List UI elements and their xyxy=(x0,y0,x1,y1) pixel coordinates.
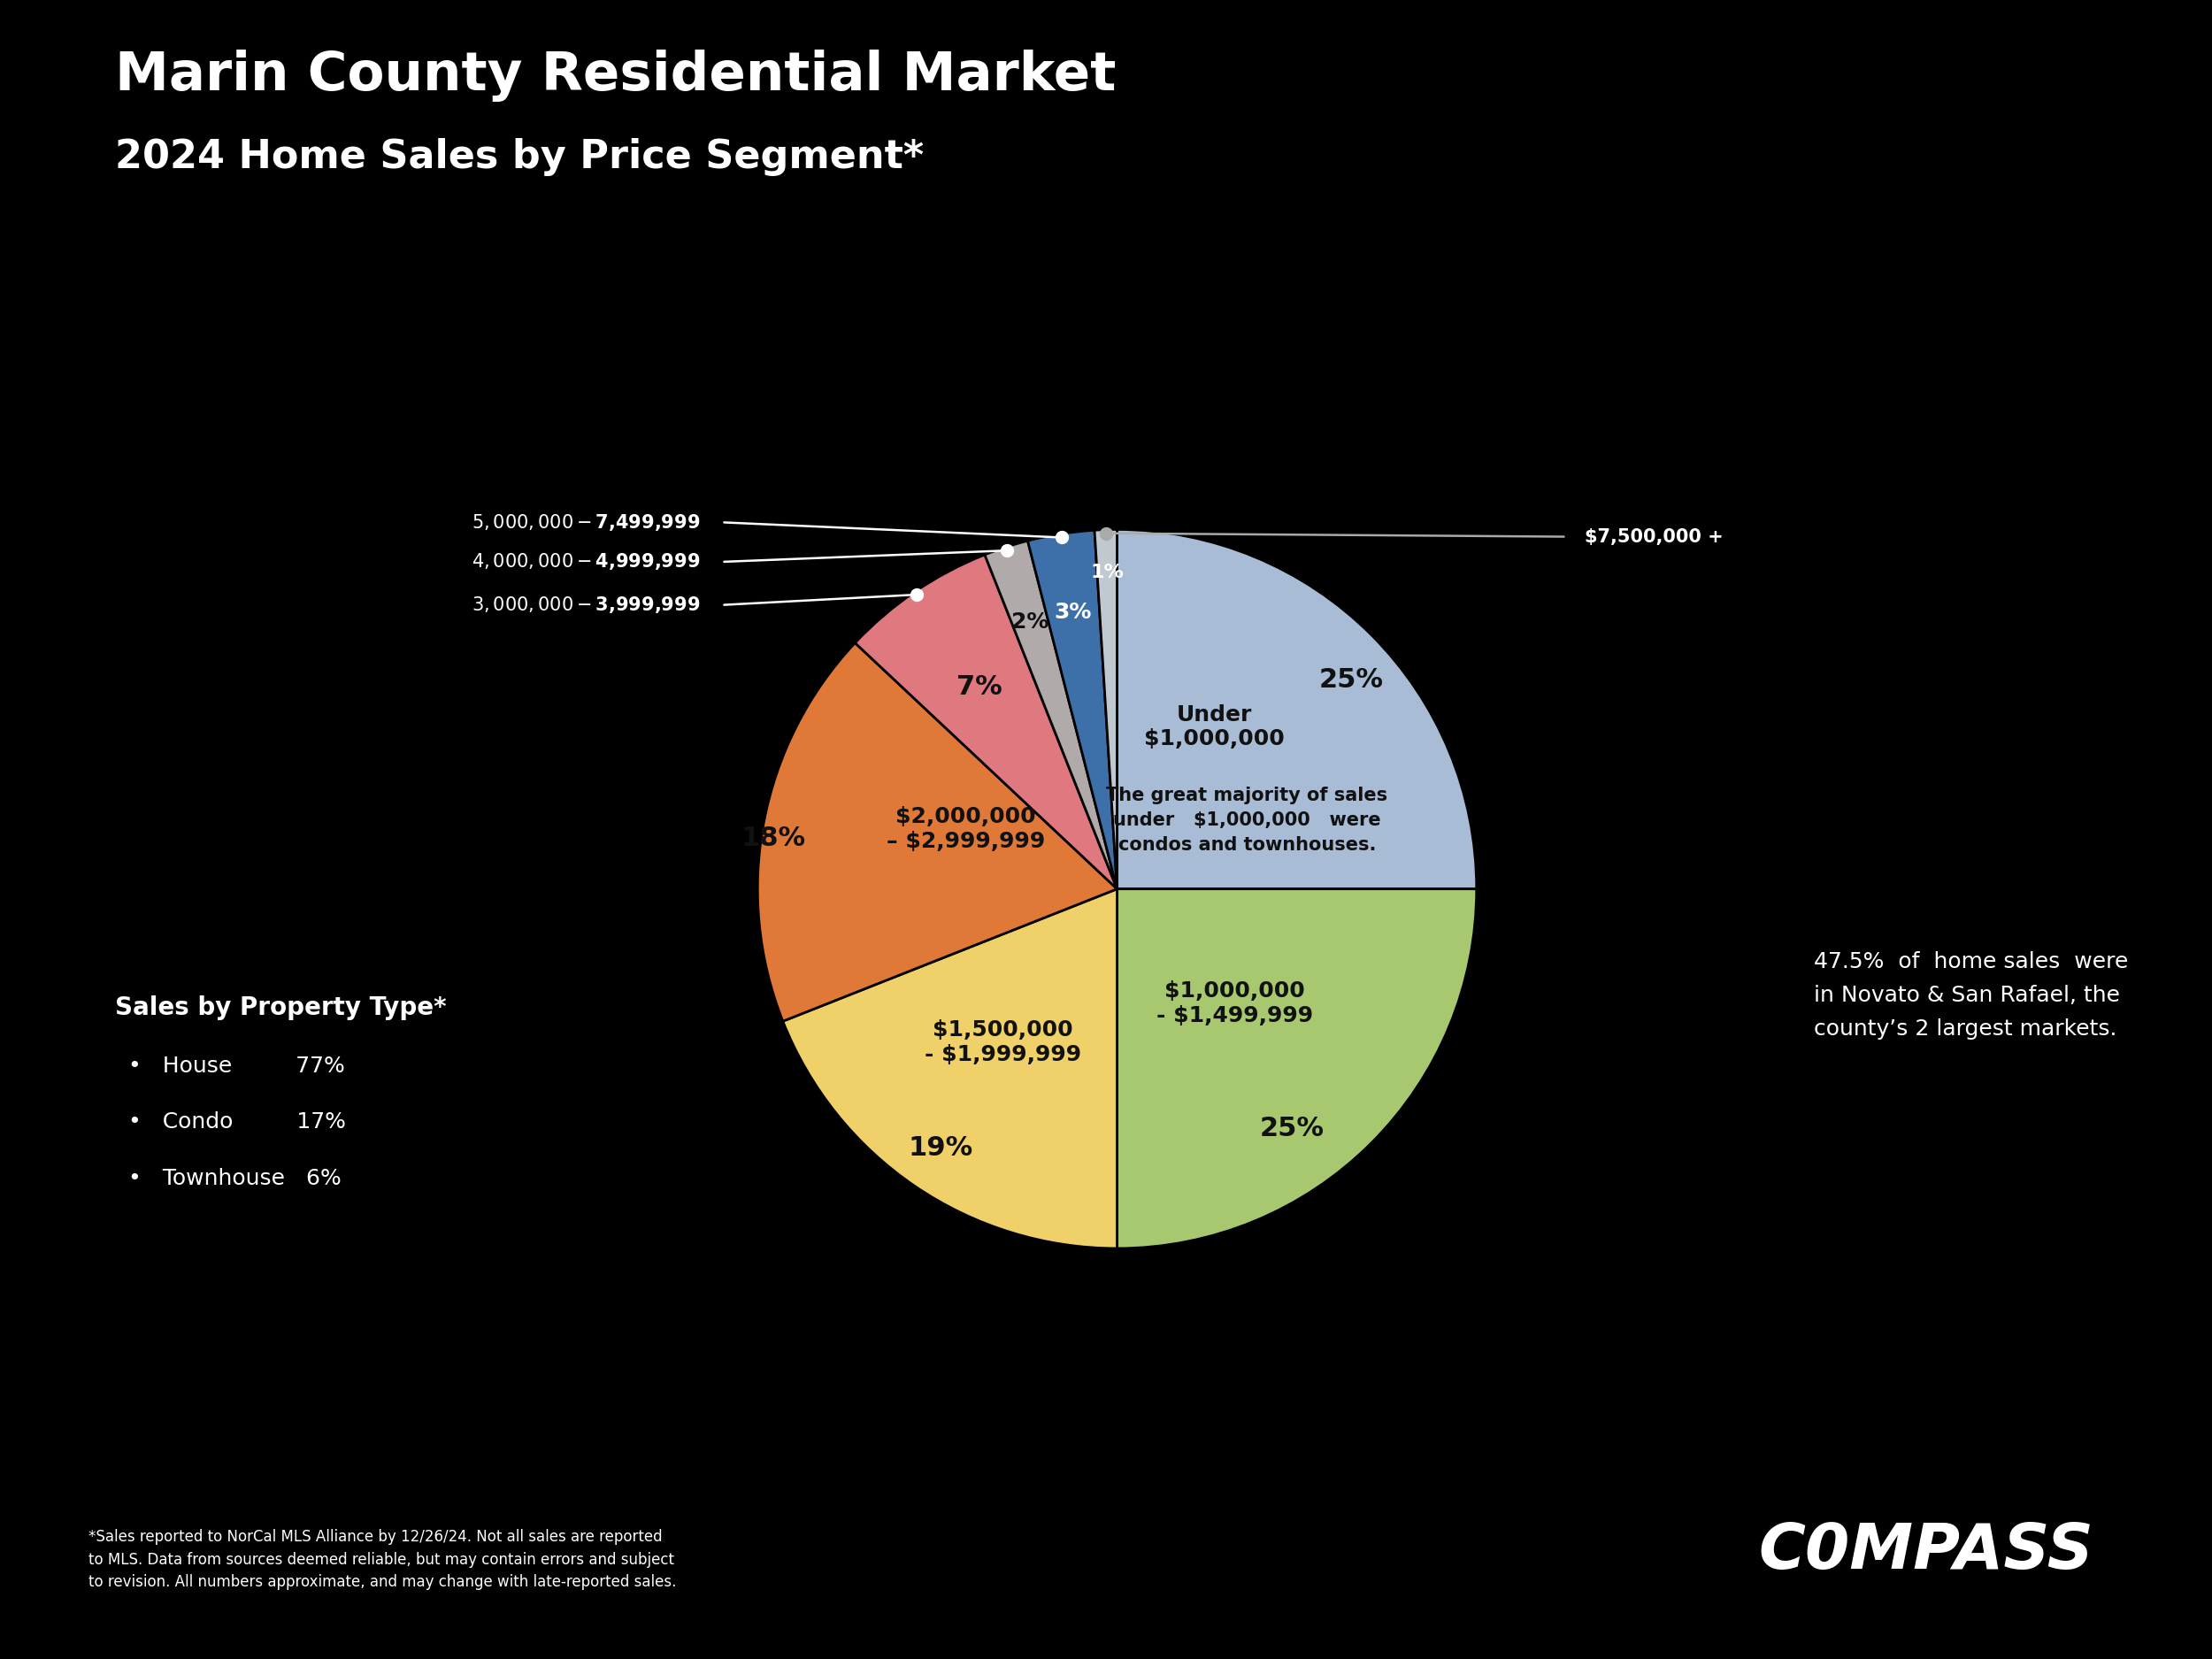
Wedge shape xyxy=(856,554,1117,889)
Text: 7%: 7% xyxy=(958,674,1002,700)
Text: The great majority of sales
under   $1,000,000   were
condos and townhouses.: The great majority of sales under $1,000… xyxy=(1106,786,1387,854)
Text: •   House         77%: • House 77% xyxy=(128,1055,345,1077)
Text: *Sales reported to NorCal MLS Alliance by 12/26/24. Not all sales are reported
t: *Sales reported to NorCal MLS Alliance b… xyxy=(88,1528,677,1591)
Text: $1,500,000
- $1,999,999: $1,500,000 - $1,999,999 xyxy=(925,1019,1082,1065)
Text: 2024 Home Sales by Price Segment*: 2024 Home Sales by Price Segment* xyxy=(115,138,925,176)
Text: 47.5%  of  home sales  were
in Novato & San Rafael, the
county’s 2 largest marke: 47.5% of home sales were in Novato & San… xyxy=(1814,951,2128,1040)
Wedge shape xyxy=(984,541,1117,889)
Wedge shape xyxy=(1029,531,1117,889)
Text: Marin County Residential Market: Marin County Residential Market xyxy=(115,50,1117,101)
Text: Sales by Property Type*: Sales by Property Type* xyxy=(115,995,447,1020)
Text: 19%: 19% xyxy=(909,1135,973,1161)
Text: •   Condo         17%: • Condo 17% xyxy=(128,1112,345,1133)
Wedge shape xyxy=(759,644,1117,1022)
Text: $3,000,000 - $3,999,999: $3,000,000 - $3,999,999 xyxy=(471,596,699,615)
Text: •   Townhouse   6%: • Townhouse 6% xyxy=(128,1168,341,1190)
Text: $4,000,000 - $4,999,999: $4,000,000 - $4,999,999 xyxy=(471,552,699,572)
Text: C0MPASS: C0MPASS xyxy=(1759,1521,2093,1581)
Text: 18%: 18% xyxy=(741,826,805,851)
Text: 3%: 3% xyxy=(1055,602,1093,622)
Text: $5,000,000 - $7,499,999: $5,000,000 - $7,499,999 xyxy=(471,513,699,533)
Text: Under
$1,000,000: Under $1,000,000 xyxy=(1144,703,1285,750)
Text: 1%: 1% xyxy=(1091,564,1124,582)
Text: $7,500,000 +: $7,500,000 + xyxy=(1584,528,1723,546)
Wedge shape xyxy=(1117,889,1478,1249)
Text: 2%: 2% xyxy=(1011,612,1048,634)
Text: 25%: 25% xyxy=(1318,667,1382,693)
Text: 25%: 25% xyxy=(1259,1115,1325,1141)
Text: $1,000,000
- $1,499,999: $1,000,000 - $1,499,999 xyxy=(1157,980,1314,1025)
Wedge shape xyxy=(1117,529,1478,889)
Wedge shape xyxy=(1095,529,1117,889)
Wedge shape xyxy=(783,889,1117,1249)
Text: $2,000,000
– $2,999,999: $2,000,000 – $2,999,999 xyxy=(887,806,1044,851)
